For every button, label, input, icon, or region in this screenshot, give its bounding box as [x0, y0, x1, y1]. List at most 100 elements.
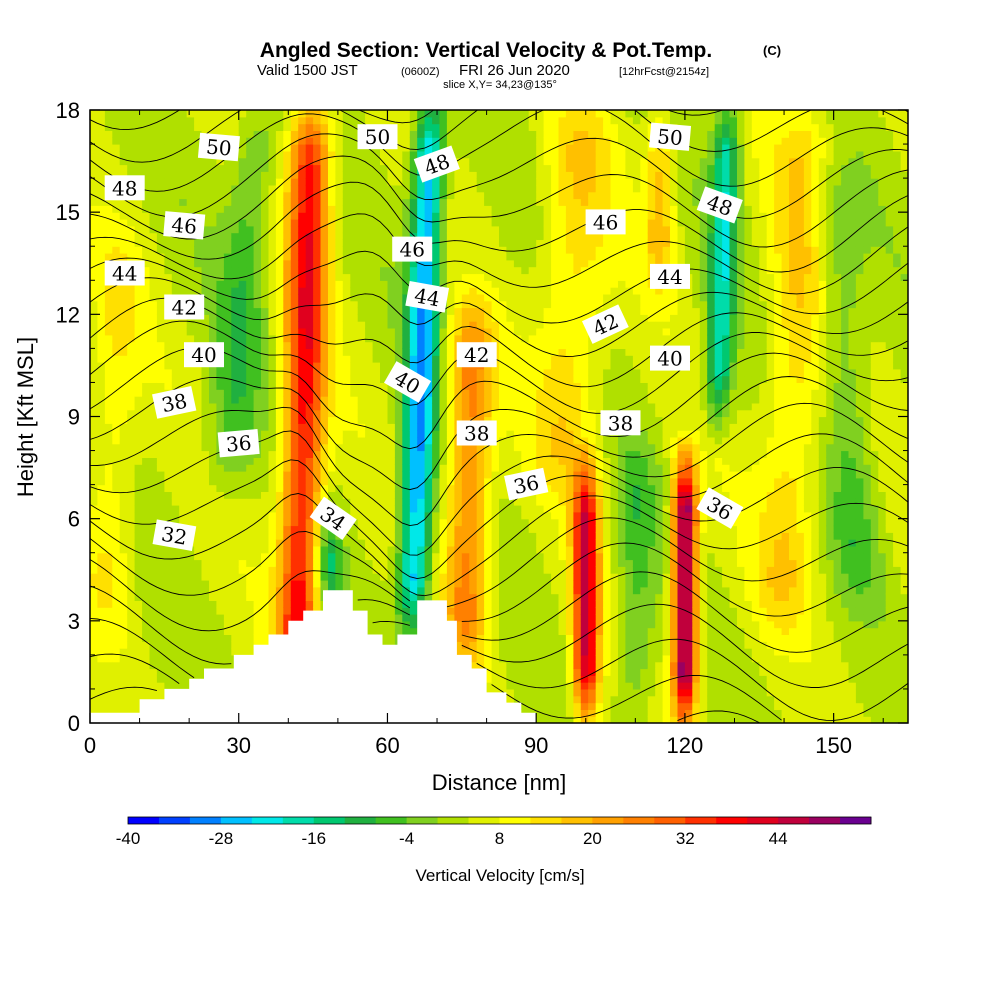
velocity-cell [476, 300, 485, 309]
velocity-cell [194, 402, 203, 411]
velocity-cell [261, 341, 269, 349]
velocity-cell [171, 150, 180, 159]
velocity-cell [216, 375, 225, 383]
velocity-cell [283, 389, 292, 397]
velocity-cell [201, 654, 210, 663]
velocity-cell [142, 688, 151, 697]
velocity-cell [446, 198, 455, 206]
velocity-cell [149, 580, 158, 588]
velocity-cell [461, 273, 470, 281]
velocity-cell [380, 498, 388, 506]
velocity-cell [127, 457, 136, 465]
velocity-cell [320, 580, 329, 588]
velocity-cell [365, 477, 374, 486]
velocity-cell [268, 423, 277, 431]
velocity-cell [387, 607, 396, 615]
velocity-cell [104, 695, 113, 704]
velocity-cell [209, 178, 217, 186]
velocity-cell [97, 484, 106, 492]
velocity-cell [186, 144, 195, 152]
velocity-cell [454, 314, 463, 322]
velocity-cell [491, 661, 500, 670]
velocity-cell [231, 634, 240, 642]
velocity-cell [179, 573, 188, 581]
velocity-cell [246, 116, 255, 125]
velocity-cell [372, 314, 381, 322]
velocity-cell [335, 409, 344, 418]
velocity-cell [387, 171, 396, 179]
velocity-cell [461, 471, 470, 479]
velocity-cell [372, 477, 381, 486]
velocity-cell [209, 171, 217, 179]
velocity-cell [149, 430, 158, 438]
velocity-cell [290, 389, 299, 397]
velocity-cell [90, 627, 98, 635]
velocity-cell [246, 396, 255, 404]
velocity-cell [491, 259, 500, 268]
velocity-cell [424, 396, 433, 404]
velocity-cell [253, 328, 262, 336]
velocity-cell [216, 116, 225, 125]
velocity-cell [186, 464, 195, 472]
velocity-cell [439, 314, 448, 322]
velocity-cell [104, 293, 113, 302]
velocity-cell [469, 559, 478, 567]
velocity-cell [156, 239, 165, 247]
velocity-cell [417, 464, 426, 472]
velocity-cell [394, 164, 403, 172]
velocity-cell [476, 307, 485, 315]
velocity-cell [350, 416, 359, 424]
velocity-cell [305, 409, 314, 418]
velocity-cell [179, 471, 188, 479]
velocity-cell [142, 341, 151, 349]
velocity-cell [313, 355, 322, 363]
velocity-cell [372, 287, 381, 295]
velocity-cell [283, 525, 292, 533]
velocity-cell [268, 586, 277, 595]
velocity-cell [432, 362, 441, 370]
velocity-cell [476, 232, 485, 240]
velocity-cell [164, 498, 173, 506]
velocity-cell [342, 239, 351, 247]
velocity-cell [394, 130, 403, 138]
velocity-cell [357, 110, 366, 118]
velocity-cell [461, 559, 470, 567]
velocity-cell [417, 314, 426, 322]
velocity-cell [275, 205, 284, 213]
velocity-cell [365, 436, 374, 445]
velocity-cell [231, 511, 240, 520]
velocity-cell [484, 607, 493, 615]
velocity-cell [156, 184, 165, 193]
velocity-cell [238, 144, 247, 152]
velocity-cell [268, 321, 277, 329]
velocity-cell [90, 559, 98, 567]
velocity-cell [298, 314, 307, 322]
velocity-cell [372, 273, 381, 281]
velocity-cell [298, 457, 307, 465]
velocity-cell [268, 130, 277, 138]
velocity-cell [142, 259, 151, 268]
velocity-cell [387, 225, 396, 234]
velocity-cell [156, 471, 165, 479]
velocity-cell [209, 219, 217, 227]
velocity-cell [380, 396, 388, 404]
velocity-cell [223, 402, 232, 411]
velocity-cell [491, 314, 500, 322]
velocity-cell [283, 382, 292, 390]
velocity-cell [216, 484, 225, 492]
velocity-cell [446, 491, 455, 499]
velocity-cell [246, 266, 255, 275]
velocity-cell [104, 620, 113, 629]
velocity-cell [432, 137, 441, 145]
velocity-cell [238, 368, 247, 377]
velocity-cell [253, 471, 262, 479]
velocity-cell [365, 287, 374, 295]
velocity-cell [275, 246, 284, 254]
velocity-cell [380, 280, 388, 288]
velocity-cell [119, 586, 128, 595]
velocity-cell [134, 682, 143, 690]
velocity-cell [476, 607, 485, 615]
velocity-cell [97, 688, 106, 697]
velocity-cell [149, 505, 158, 513]
velocity-cell [446, 368, 455, 377]
